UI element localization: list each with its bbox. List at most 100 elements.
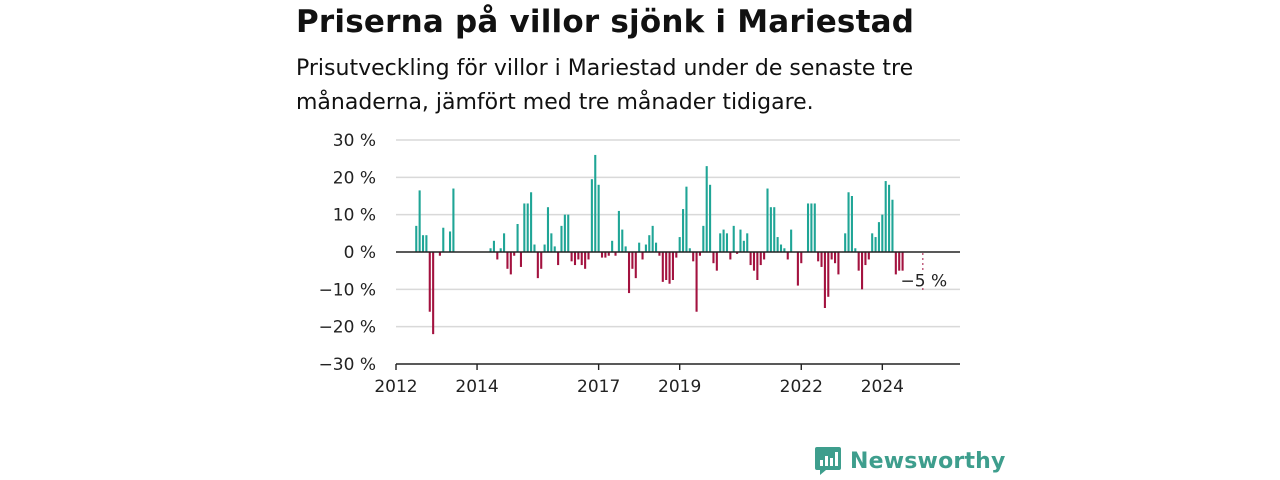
bar-negative	[438, 252, 441, 256]
bars	[415, 154, 904, 335]
last-value-label: −5 %	[901, 272, 948, 292]
x-tick-label: 2024	[861, 377, 904, 397]
bar-negative	[506, 252, 509, 269]
bar-positive	[779, 244, 783, 252]
x-tick-label: 2022	[780, 377, 823, 397]
bar-positive	[499, 248, 502, 252]
bar-negative	[796, 252, 799, 286]
bar-positive	[644, 244, 647, 252]
bar-positive	[685, 186, 688, 252]
x-axis	[396, 251, 960, 365]
bar-positive	[563, 214, 566, 252]
bar-positive	[783, 248, 786, 252]
bar-positive	[655, 242, 658, 252]
bar-positive	[725, 233, 729, 252]
bar-positive	[881, 214, 884, 252]
bar-negative	[536, 252, 539, 279]
bar-chart: 30 %20 %10 %0 %−10 %−20 %−30 % 2012 2014 2…	[319, 131, 960, 397]
x-tick-label: 2014	[455, 377, 498, 397]
bar-negative	[894, 252, 897, 275]
bar-positive	[871, 233, 874, 252]
bar-negative	[759, 252, 762, 266]
bar-negative	[658, 252, 661, 256]
y-tick-label: 10 %	[333, 206, 376, 226]
bar-negative	[509, 252, 512, 275]
bar-negative	[428, 252, 431, 312]
bar-negative	[695, 252, 698, 312]
y-tick-label: 20 %	[333, 168, 376, 188]
bar-negative	[584, 252, 587, 269]
bar-negative	[786, 252, 789, 260]
bar-positive	[742, 240, 745, 252]
bar-positive	[719, 233, 722, 252]
bar-positive	[553, 246, 556, 252]
bar-positive	[418, 190, 421, 252]
bar-positive	[415, 225, 418, 252]
bar-positive	[702, 225, 705, 252]
bar-negative	[837, 252, 840, 275]
bar-positive	[621, 229, 624, 252]
bar-positive	[526, 203, 529, 252]
bar-positive	[624, 246, 627, 252]
bar-negative	[432, 252, 435, 335]
chart-subtitle: Prisutveckling för villor i Mariestad un…	[296, 56, 914, 115]
bar-negative	[827, 252, 830, 297]
bar-positive	[617, 210, 620, 252]
bar-negative	[692, 252, 695, 262]
bar-negative	[867, 252, 870, 260]
gridlines	[396, 139, 960, 328]
bar-positive	[722, 229, 725, 252]
bar-positive	[590, 179, 593, 252]
bar-negative	[580, 252, 583, 266]
x-tick-label: 2012	[374, 377, 417, 397]
bar-positive	[850, 196, 853, 252]
bar-positive	[739, 229, 742, 252]
bar-positive	[884, 181, 887, 252]
bar-negative	[712, 252, 715, 264]
bar-positive	[766, 188, 769, 252]
bar-positive	[425, 235, 428, 252]
bar-positive	[523, 203, 526, 252]
y-tick-label: −30 %	[319, 355, 376, 375]
bar-negative	[671, 252, 674, 280]
bar-positive	[516, 224, 519, 252]
bar-positive	[888, 184, 891, 252]
bar-negative	[698, 252, 701, 256]
bar-negative	[607, 252, 610, 256]
bar-positive	[790, 229, 793, 252]
annotations: −5 %	[899, 253, 949, 294]
bar-positive	[705, 166, 708, 252]
bar-positive	[550, 233, 553, 252]
bar-negative	[587, 252, 590, 260]
bar-negative	[823, 252, 826, 308]
bar-negative	[496, 252, 499, 260]
bar-negative	[817, 252, 820, 262]
bar-negative	[820, 252, 823, 267]
bar-negative	[729, 252, 732, 260]
bar-positive	[678, 237, 681, 252]
bar-negative	[641, 252, 644, 260]
bar-negative	[600, 252, 604, 258]
bar-negative	[756, 252, 759, 280]
bar-negative	[752, 252, 756, 271]
y-axis-labels: 30 % 20 % 10 % 0 % −10 % −20 % −30 %	[319, 131, 376, 375]
bar-positive	[567, 214, 570, 252]
bar-positive	[877, 222, 880, 252]
bar-positive	[452, 188, 455, 252]
bar-negative	[901, 252, 904, 271]
bar-positive	[448, 231, 452, 252]
bar-negative	[800, 252, 803, 264]
bar-positive	[854, 248, 857, 252]
bar-negative	[570, 252, 573, 262]
bar-positive	[546, 207, 550, 252]
bar-positive	[594, 154, 597, 252]
bar-negative	[631, 252, 634, 269]
bar-positive	[874, 237, 877, 252]
bar-positive	[776, 237, 779, 252]
bar-positive	[847, 192, 850, 252]
brand-name: Newsworthy	[850, 448, 1006, 474]
bar-negative	[675, 252, 678, 258]
bar-negative	[661, 252, 664, 282]
bar-positive	[530, 192, 533, 252]
bar-negative	[857, 252, 860, 271]
